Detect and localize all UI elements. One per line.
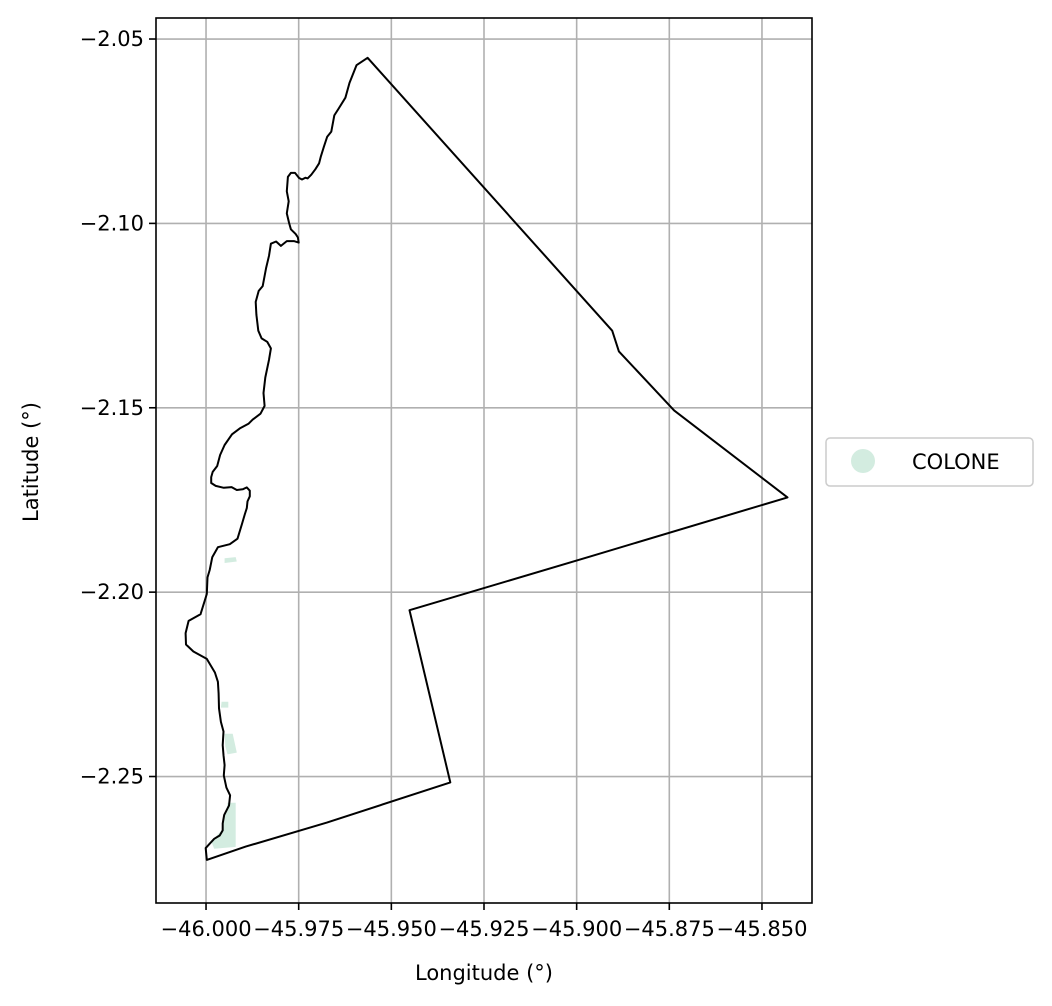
x-tick-label-1: −45.975 xyxy=(253,917,344,941)
y-tick-label-1: −2.20 xyxy=(80,580,144,604)
colone-area-2 xyxy=(224,733,237,755)
legend: COLONE xyxy=(825,437,1034,487)
x-tick-label-6: −45.850 xyxy=(716,917,807,941)
x-axis-ticks: −46.000 −45.975 −45.950 −45.925 −45.900 −45.8… xyxy=(160,903,808,941)
legend-frame xyxy=(825,437,1034,487)
x-axis-title: Longitude (°) xyxy=(415,961,553,985)
grid-lines xyxy=(156,18,812,903)
x-tick-label-0: −46.000 xyxy=(160,917,251,941)
y-axis-title: Latitude (°) xyxy=(19,402,43,522)
y-tick-label-2: −2.15 xyxy=(80,396,144,420)
x-tick-label-2: −45.950 xyxy=(346,917,437,941)
legend-label-colone: COLONE xyxy=(912,450,1000,474)
colone-area-0 xyxy=(224,557,237,563)
y-tick-label-0: −2.25 xyxy=(80,765,144,789)
y-tick-label-4: −2.05 xyxy=(80,27,144,51)
legend-marker-colone xyxy=(851,449,875,473)
colone-area-1 xyxy=(220,701,229,708)
x-tick-label-3: −45.925 xyxy=(438,917,529,941)
y-tick-label-3: −2.10 xyxy=(80,211,144,235)
y-axis-ticks: −2.25 −2.20 −2.15 −2.10 −2.05 xyxy=(80,27,156,789)
x-tick-label-4: −45.900 xyxy=(531,917,622,941)
x-tick-label-5: −45.875 xyxy=(624,917,715,941)
municipality-boundary xyxy=(184,56,789,861)
